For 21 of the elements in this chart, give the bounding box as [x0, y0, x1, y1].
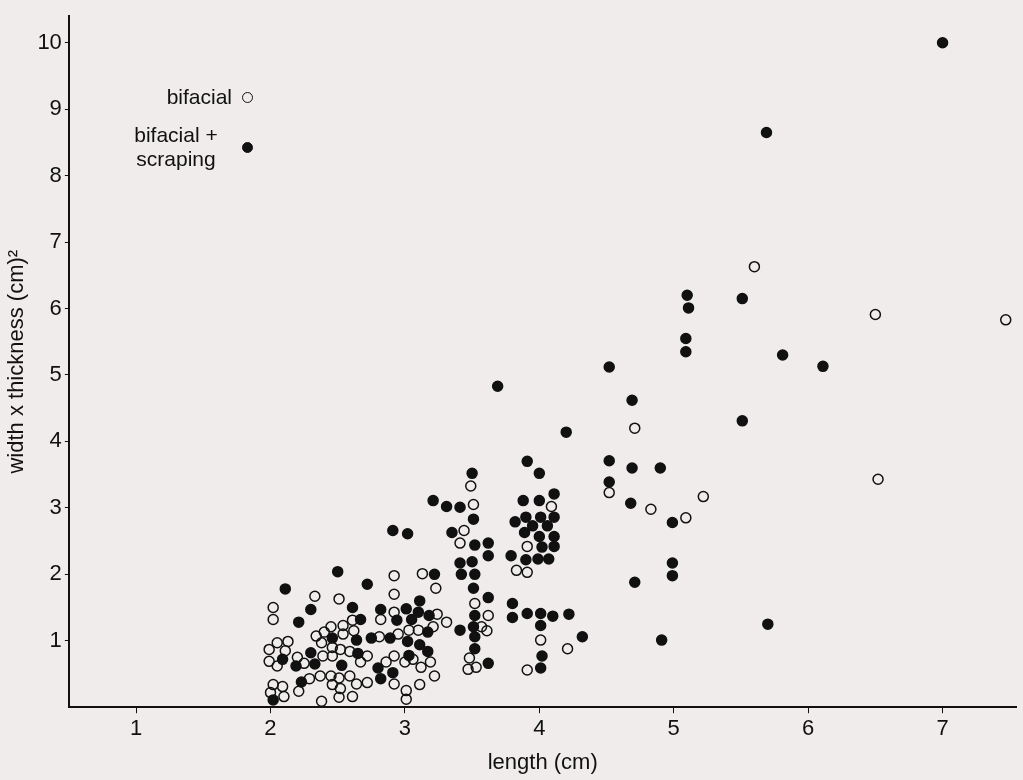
- x-axis-title: length (cm): [487, 748, 598, 774]
- y-tick-label: 8: [49, 161, 62, 187]
- x-tick-label: 7: [936, 715, 949, 741]
- y-tick-label: 6: [49, 294, 62, 320]
- y-tick-label: 4: [49, 427, 62, 453]
- y-tick-label: 7: [49, 228, 62, 254]
- y-tick-label: 10: [37, 28, 62, 54]
- y-tick-label: 2: [49, 560, 62, 586]
- x-tick-label: 4: [533, 715, 546, 741]
- legend-label: bifacial + scraping: [133, 123, 219, 172]
- x-tick-label: 2: [264, 715, 277, 741]
- y-tick-label: 1: [49, 626, 62, 652]
- y-tick-label: 9: [49, 95, 62, 121]
- y-tick-label: 3: [49, 493, 62, 519]
- x-tick-label: 6: [802, 715, 815, 741]
- legend-label: bifacial: [166, 85, 232, 110]
- x-tick-label: 3: [398, 715, 412, 741]
- x-tick-label: 5: [667, 715, 680, 741]
- y-tick-label: 5: [49, 361, 62, 387]
- y-axis-title: width x thickness (cm)²: [3, 249, 29, 475]
- x-tick-label: 1: [129, 715, 143, 741]
